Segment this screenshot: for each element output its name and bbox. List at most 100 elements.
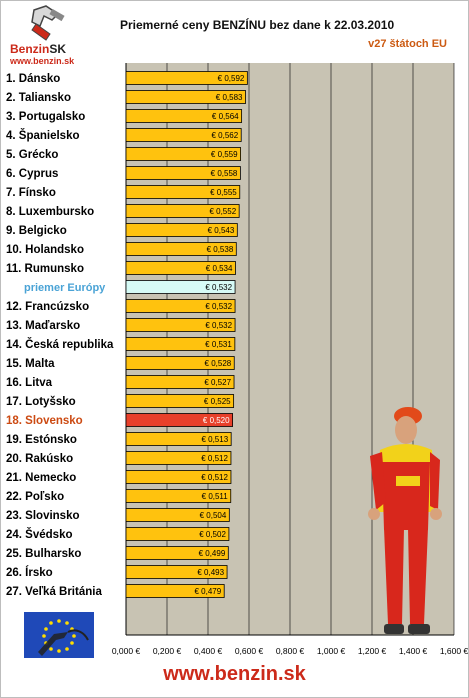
- footer-url: www.benzin.sk: [163, 663, 306, 685]
- bar: [125, 527, 230, 541]
- bar: [125, 489, 232, 503]
- category-label: 4. Španielsko: [6, 129, 80, 142]
- category-label: 17. Lotyšsko: [6, 396, 76, 408]
- bar: [125, 318, 236, 332]
- category-label: 6. Cyprus: [6, 168, 58, 180]
- category-label: 11. Rumunsko: [6, 263, 84, 275]
- value-label: € 0,513: [201, 435, 228, 444]
- bar: [125, 223, 238, 237]
- value-label: € 0,511: [202, 492, 229, 501]
- bar: [125, 280, 236, 294]
- logo-brand: BenzinSK: [10, 42, 67, 56]
- value-label: € 0,504: [200, 511, 227, 520]
- value-label: € 0,532: [205, 302, 232, 311]
- x-tick-label: 0,200 €: [153, 646, 182, 656]
- value-label: € 0,559: [211, 150, 238, 159]
- category-label: 21. Nemecko: [6, 472, 76, 484]
- category-label: 22. Poľsko: [6, 491, 64, 503]
- bar: [125, 204, 240, 218]
- value-label: € 0,499: [199, 549, 226, 558]
- value-label: € 0,543: [208, 226, 235, 235]
- bar: [125, 565, 228, 579]
- x-tick-label: 0,600 €: [235, 646, 264, 656]
- bar: [125, 242, 237, 256]
- value-label: € 0,493: [197, 568, 224, 577]
- value-label: € 0,527: [204, 378, 231, 387]
- category-label: 20. Rakúsko: [6, 453, 73, 465]
- category-label: 10. Holandsko: [6, 244, 84, 256]
- value-label: € 0,583: [216, 93, 243, 102]
- x-tick-label: 1,400 €: [399, 646, 428, 656]
- category-label: 13. Maďarsko: [6, 320, 80, 332]
- x-tick-label: 0,000 €: [112, 646, 141, 656]
- value-label: € 0,562: [212, 131, 239, 140]
- bar: [125, 128, 242, 142]
- category-label: 1. Dánsko: [6, 73, 60, 85]
- category-label: 26. Írsko: [6, 566, 53, 579]
- category-label: 25. Bulharsko: [6, 548, 81, 560]
- category-label: 27. Veľká Británia: [6, 586, 102, 598]
- bar: [125, 375, 235, 389]
- bar: [125, 166, 241, 180]
- value-label: € 0,532: [205, 283, 232, 292]
- benzin-logo: BenzinSK www.benzin.sk: [6, 4, 86, 66]
- bar: [125, 299, 236, 313]
- x-tick-label: 1,200 €: [358, 646, 387, 656]
- logo-url: www.benzin.sk: [10, 56, 75, 66]
- value-label: € 0,552: [209, 207, 236, 216]
- category-label: 19. Estónsko: [6, 434, 77, 446]
- category-label: 8. Luxembursko: [6, 206, 94, 218]
- mascot-figure-icon: [368, 407, 442, 634]
- value-label: € 0,592: [218, 74, 245, 83]
- category-label: priemer Európy: [24, 282, 106, 294]
- value-label: € 0,531: [205, 340, 232, 349]
- value-label: € 0,520: [203, 416, 230, 425]
- category-label: 24. Švédsko: [6, 528, 72, 541]
- bar: [125, 261, 236, 275]
- value-label: € 0,555: [210, 188, 237, 197]
- eu-flag-icon: [24, 612, 94, 658]
- category-label: 12. Francúzsko: [6, 301, 89, 313]
- bar: [125, 71, 248, 85]
- bar: [125, 546, 229, 560]
- category-label: 2. Taliansko: [6, 92, 71, 104]
- x-tick-label: 1,000 €: [317, 646, 346, 656]
- bar: [125, 90, 246, 104]
- bar: [125, 470, 232, 484]
- bar: [125, 413, 233, 427]
- bar: [125, 185, 241, 199]
- value-label: € 0,532: [205, 321, 232, 330]
- value-label: € 0,512: [201, 454, 228, 463]
- value-label: € 0,528: [205, 359, 232, 368]
- value-label: € 0,564: [212, 112, 239, 121]
- bar: [125, 584, 225, 598]
- category-label: 18. Slovensko: [6, 415, 83, 427]
- value-label: € 0,534: [206, 264, 233, 273]
- category-label: 9. Belgicko: [6, 225, 67, 237]
- category-label: 14. Česká republika: [6, 338, 114, 351]
- category-label: 5. Grécko: [6, 149, 58, 161]
- x-tick-label: 0,400 €: [194, 646, 223, 656]
- category-label: 23. Slovinsko: [6, 510, 80, 522]
- bar: [125, 394, 235, 408]
- category-label: 15. Malta: [6, 358, 55, 370]
- value-label: € 0,558: [211, 169, 238, 178]
- bar: [125, 508, 230, 522]
- category-label: 7. Fínsko: [6, 187, 56, 199]
- x-tick-label: 1,600 €: [440, 646, 469, 656]
- chart-title: Priemerné ceny BENZÍNU bez dane k 22.03.…: [120, 18, 395, 32]
- value-label: € 0,538: [207, 245, 234, 254]
- fuel-nozzle-icon: [31, 5, 65, 41]
- value-label: € 0,479: [194, 587, 221, 596]
- bar: [125, 109, 243, 123]
- bar: [125, 432, 232, 446]
- value-label: € 0,502: [199, 530, 226, 539]
- bar: [125, 356, 235, 370]
- category-label: 3. Portugalsko: [6, 111, 85, 123]
- bar: [125, 147, 241, 161]
- value-label: € 0,525: [204, 397, 231, 406]
- category-label: 16. Litva: [6, 377, 53, 389]
- x-tick-label: 0,800 €: [276, 646, 305, 656]
- chart-subtitle: v27 štátoch EU: [368, 38, 447, 50]
